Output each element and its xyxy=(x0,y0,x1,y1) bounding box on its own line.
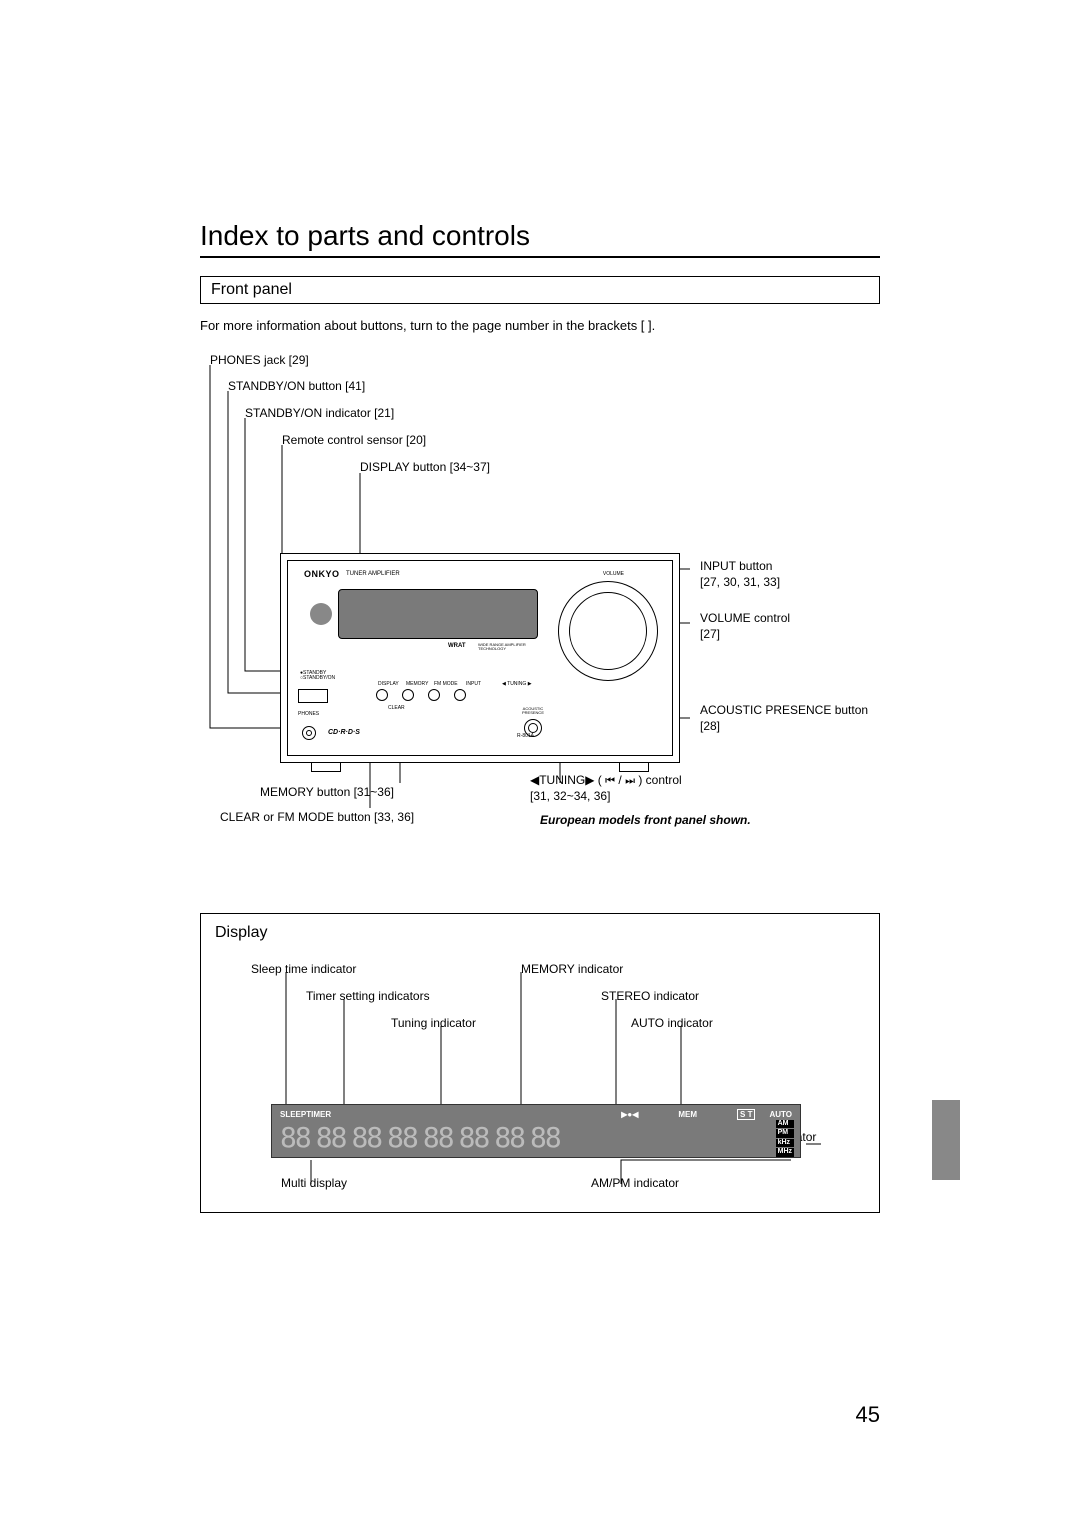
lcd-pm: PM xyxy=(776,1129,794,1137)
lcd-am: AM xyxy=(776,1120,794,1128)
callout-input-button-label: INPUT button xyxy=(700,559,772,573)
callout-acoustic-presence: ACOUSTIC PRESENCE button [28] xyxy=(700,703,868,734)
cdrds-logo: CD·R·D·S xyxy=(328,729,360,736)
callout-sleep-indicator: Sleep time indicator xyxy=(251,962,356,976)
lcd-sleep: SLEEP xyxy=(280,1110,306,1119)
callout-auto-indicator: AUTO indicator xyxy=(631,1016,713,1030)
device-illustration: ONKYO TUNER AMPLIFIER VOLUME WRAT WIDE R… xyxy=(280,553,680,763)
wrat-logo: WRAT xyxy=(448,643,466,649)
callout-input-button: INPUT button [27, 30, 31, 33] xyxy=(700,559,780,590)
prev-icon: ⏮ xyxy=(605,775,615,787)
tuning-post: ) control xyxy=(638,773,681,787)
frequency-units: AM PM kHz MHz xyxy=(776,1119,794,1158)
display-section-title: Display xyxy=(215,924,267,942)
lcd-auto: AUTO xyxy=(769,1110,792,1119)
callout-timer-indicators: Timer setting indicators xyxy=(306,989,430,1003)
clear-label: CLEAR xyxy=(388,705,405,711)
callout-memory-indicator: MEMORY indicator xyxy=(521,962,623,976)
small-knobs xyxy=(376,689,466,701)
phones-jack-icon xyxy=(302,726,316,740)
lbl-input: INPUT xyxy=(466,681,481,687)
callout-volume-label: VOLUME control xyxy=(700,611,790,625)
tuning-label: ◀ TUNING ▶ xyxy=(502,681,532,687)
callout-volume-ref: [27] xyxy=(700,627,720,641)
memory-knob-icon xyxy=(402,689,414,701)
callout-volume-control: VOLUME control [27] xyxy=(700,611,790,642)
input-knob-icon xyxy=(454,689,466,701)
callout-phones-jack: PHONES jack [29] xyxy=(210,353,309,369)
acoustic-label: ACOUSTIC PRESENCE xyxy=(522,707,544,715)
lbl-standby-on: STANDBY/ON xyxy=(303,675,335,681)
digit-icon: 88 xyxy=(387,1121,417,1154)
brand-logo: ONKYO xyxy=(304,569,340,579)
standby-button-icon xyxy=(298,689,328,703)
lbl-fmmode: FM MODE xyxy=(434,681,458,687)
lcd-mhz: MHz xyxy=(776,1148,794,1156)
digit-icon: 88 xyxy=(280,1121,310,1154)
foot-left-icon xyxy=(311,762,341,772)
note-european-models: European models front panel shown. xyxy=(540,813,751,827)
lcd-play-icon: ▶●◀ xyxy=(621,1110,638,1119)
fmmode-knob-icon xyxy=(428,689,440,701)
volume-knob-icon xyxy=(558,581,658,681)
callout-standby-button: STANDBY/ON button [41] xyxy=(228,379,365,395)
model-number: R-801A xyxy=(517,733,534,739)
callout-ampm-indicator: AM/PM indicator xyxy=(591,1176,679,1190)
digit-icon: 88 xyxy=(423,1121,453,1154)
callout-standby-indicator: STANDBY/ON indicator [21] xyxy=(245,406,394,422)
section-tab-icon xyxy=(932,1100,960,1180)
display-section-box: Display Sleep time indicator Timer setti… xyxy=(200,913,880,1213)
digit-icon: 88 xyxy=(494,1121,524,1154)
lcd-mem: MEM xyxy=(678,1110,697,1119)
next-icon: ⏭ xyxy=(625,775,635,787)
callout-remote-sensor: Remote control sensor [20] xyxy=(282,433,426,449)
brand-subtitle: TUNER AMPLIFIER xyxy=(346,571,400,577)
page-title: Index to parts and controls xyxy=(200,220,880,258)
lcd-khz: kHz xyxy=(776,1139,794,1147)
callout-acoustic-label: ACOUSTIC PRESENCE button xyxy=(700,703,868,717)
callout-multi-display: Multi display xyxy=(281,1176,347,1190)
front-panel-diagram: PHONES jack [29] STANDBY/ON button [41] … xyxy=(200,353,880,883)
lcd-timer: TIMER xyxy=(306,1110,331,1119)
section-heading-front-panel: Front panel xyxy=(200,276,880,304)
callout-tuning-indicator: Tuning indicator xyxy=(391,1016,476,1030)
digit-icon: 88 xyxy=(459,1121,489,1154)
callout-clear-button: CLEAR or FM MODE button [33, 36] xyxy=(220,810,414,826)
tuning-ref: [31, 32~34, 36] xyxy=(530,789,610,803)
callout-display-button: DISPLAY button [34~37] xyxy=(360,460,490,476)
remote-sensor-icon xyxy=(310,603,332,625)
digit-icon: 88 xyxy=(530,1121,560,1154)
callout-tuning-control: ◀TUNING▶ ( ⏮ / ⏭ ) control [31, 32~34, 3… xyxy=(530,773,682,804)
lbl-memory: MEMORY xyxy=(406,681,428,687)
lcd-st: S T xyxy=(737,1109,755,1120)
lcd-digits: 88 88 88 88 88 88 88 88 xyxy=(280,1121,740,1153)
callout-acoustic-ref: [28] xyxy=(700,719,720,733)
intro-text: For more information about buttons, turn… xyxy=(200,318,880,333)
lcd-display: SLEEP TIMER ▶●◀ MEM S T AUTO 88 88 88 88… xyxy=(271,1104,801,1158)
tuning-pre: ◀TUNING▶ ( xyxy=(530,773,602,787)
page-number: 45 xyxy=(856,1402,880,1428)
digit-icon: 88 xyxy=(351,1121,381,1154)
volume-label: VOLUME xyxy=(603,571,624,577)
callout-stereo-indicator: STEREO indicator xyxy=(601,989,699,1003)
callout-memory-button: MEMORY button [31~36] xyxy=(260,785,394,801)
digit-icon: 88 xyxy=(316,1121,346,1154)
foot-right-icon xyxy=(619,762,649,772)
lbl-display: DISPLAY xyxy=(378,681,399,687)
phones-label: PHONES xyxy=(298,711,319,717)
wrat-sub: WIDE RANGE AMPLIFIER TECHNOLOGY xyxy=(478,643,526,651)
display-screen-icon xyxy=(338,589,538,639)
callout-input-button-ref: [27, 30, 31, 33] xyxy=(700,575,780,589)
display-knob-icon xyxy=(376,689,388,701)
